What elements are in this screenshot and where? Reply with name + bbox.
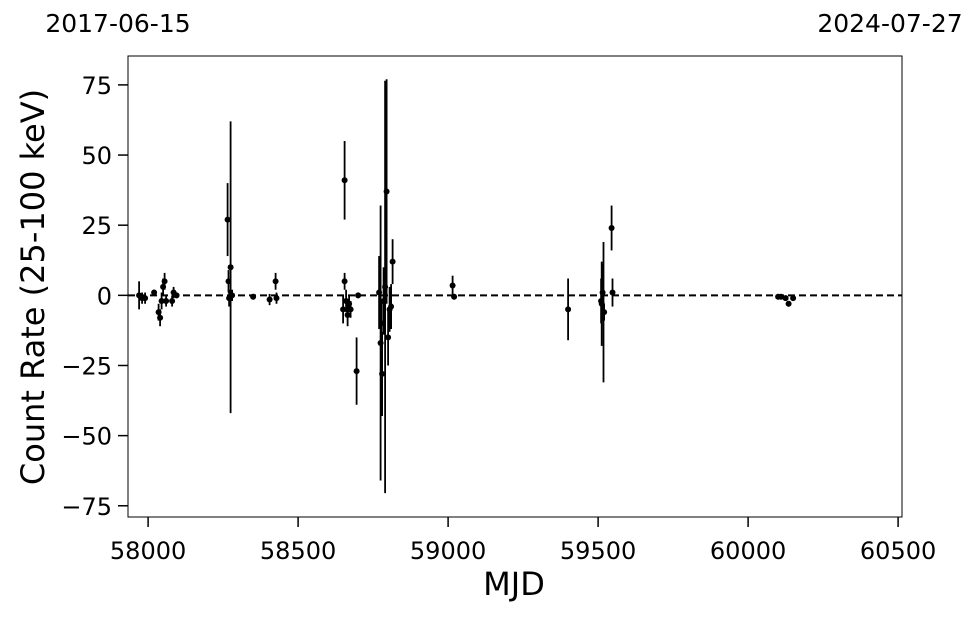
- data-point: [151, 289, 158, 296]
- data-point: [155, 309, 162, 316]
- data-point: [344, 311, 351, 318]
- data-point: [377, 340, 384, 347]
- data-point: [601, 309, 608, 316]
- x-tick-label: 60500: [860, 537, 936, 565]
- data-point: [157, 314, 164, 321]
- data-point: [383, 188, 390, 195]
- data-point: [376, 289, 383, 296]
- data-point: [451, 293, 458, 300]
- data-point: [565, 306, 572, 313]
- y-tick-label: −75: [61, 493, 112, 521]
- end-date: 2024-07-27: [817, 9, 962, 38]
- x-tick-label: 58000: [110, 537, 186, 565]
- y-tick-label: 25: [81, 212, 112, 240]
- y-tick-label: −50: [61, 423, 112, 451]
- data-point: [782, 295, 789, 302]
- data-point: [389, 258, 396, 265]
- data-point: [609, 289, 616, 296]
- data-point: [382, 283, 389, 290]
- x-tick-label: 59500: [560, 537, 636, 565]
- data-point: [142, 295, 149, 302]
- data-point: [790, 295, 797, 302]
- data-point: [160, 283, 167, 290]
- data-point: [385, 334, 392, 341]
- data-point: [353, 368, 360, 375]
- data-point: [158, 297, 165, 304]
- data-point: [378, 320, 385, 327]
- plot-frame: [127, 55, 903, 518]
- data-point: [346, 300, 353, 307]
- data-point: [785, 300, 792, 307]
- x-tick-label: 58500: [260, 537, 336, 565]
- data-point: [273, 295, 280, 302]
- data-point: [341, 177, 348, 184]
- data-point: [598, 300, 605, 307]
- y-tick-label: 0: [97, 282, 112, 310]
- data-point: [388, 303, 395, 310]
- x-tick-label: 60000: [710, 537, 786, 565]
- data-point: [266, 296, 273, 303]
- y-tick-label: 50: [81, 142, 112, 170]
- data-point: [227, 264, 234, 271]
- data-point: [229, 292, 236, 299]
- start-date: 2017-06-15: [45, 9, 190, 38]
- data-point: [380, 297, 387, 304]
- x-axis-label: MJD: [483, 565, 545, 603]
- data-point: [224, 216, 231, 223]
- data-point: [225, 278, 232, 285]
- data-point: [608, 224, 615, 231]
- data-point: [163, 297, 170, 304]
- data-point: [355, 292, 362, 299]
- data-point: [173, 292, 180, 299]
- y-tick-label: 75: [81, 72, 112, 100]
- data-point: [599, 289, 606, 296]
- y-axis-label: Count Rate (25-100 keV): [14, 89, 52, 485]
- data-point: [379, 370, 386, 377]
- data-point: [169, 297, 176, 304]
- x-tick-label: 59000: [410, 537, 486, 565]
- data-point: [272, 278, 279, 285]
- data-point: [250, 293, 257, 300]
- data-point: [161, 278, 168, 285]
- data-point: [341, 278, 348, 285]
- y-tick-label: −25: [61, 352, 112, 380]
- data-point: [449, 282, 456, 289]
- data-point: [347, 306, 354, 313]
- data-point: [340, 306, 347, 313]
- data-point: [778, 293, 785, 300]
